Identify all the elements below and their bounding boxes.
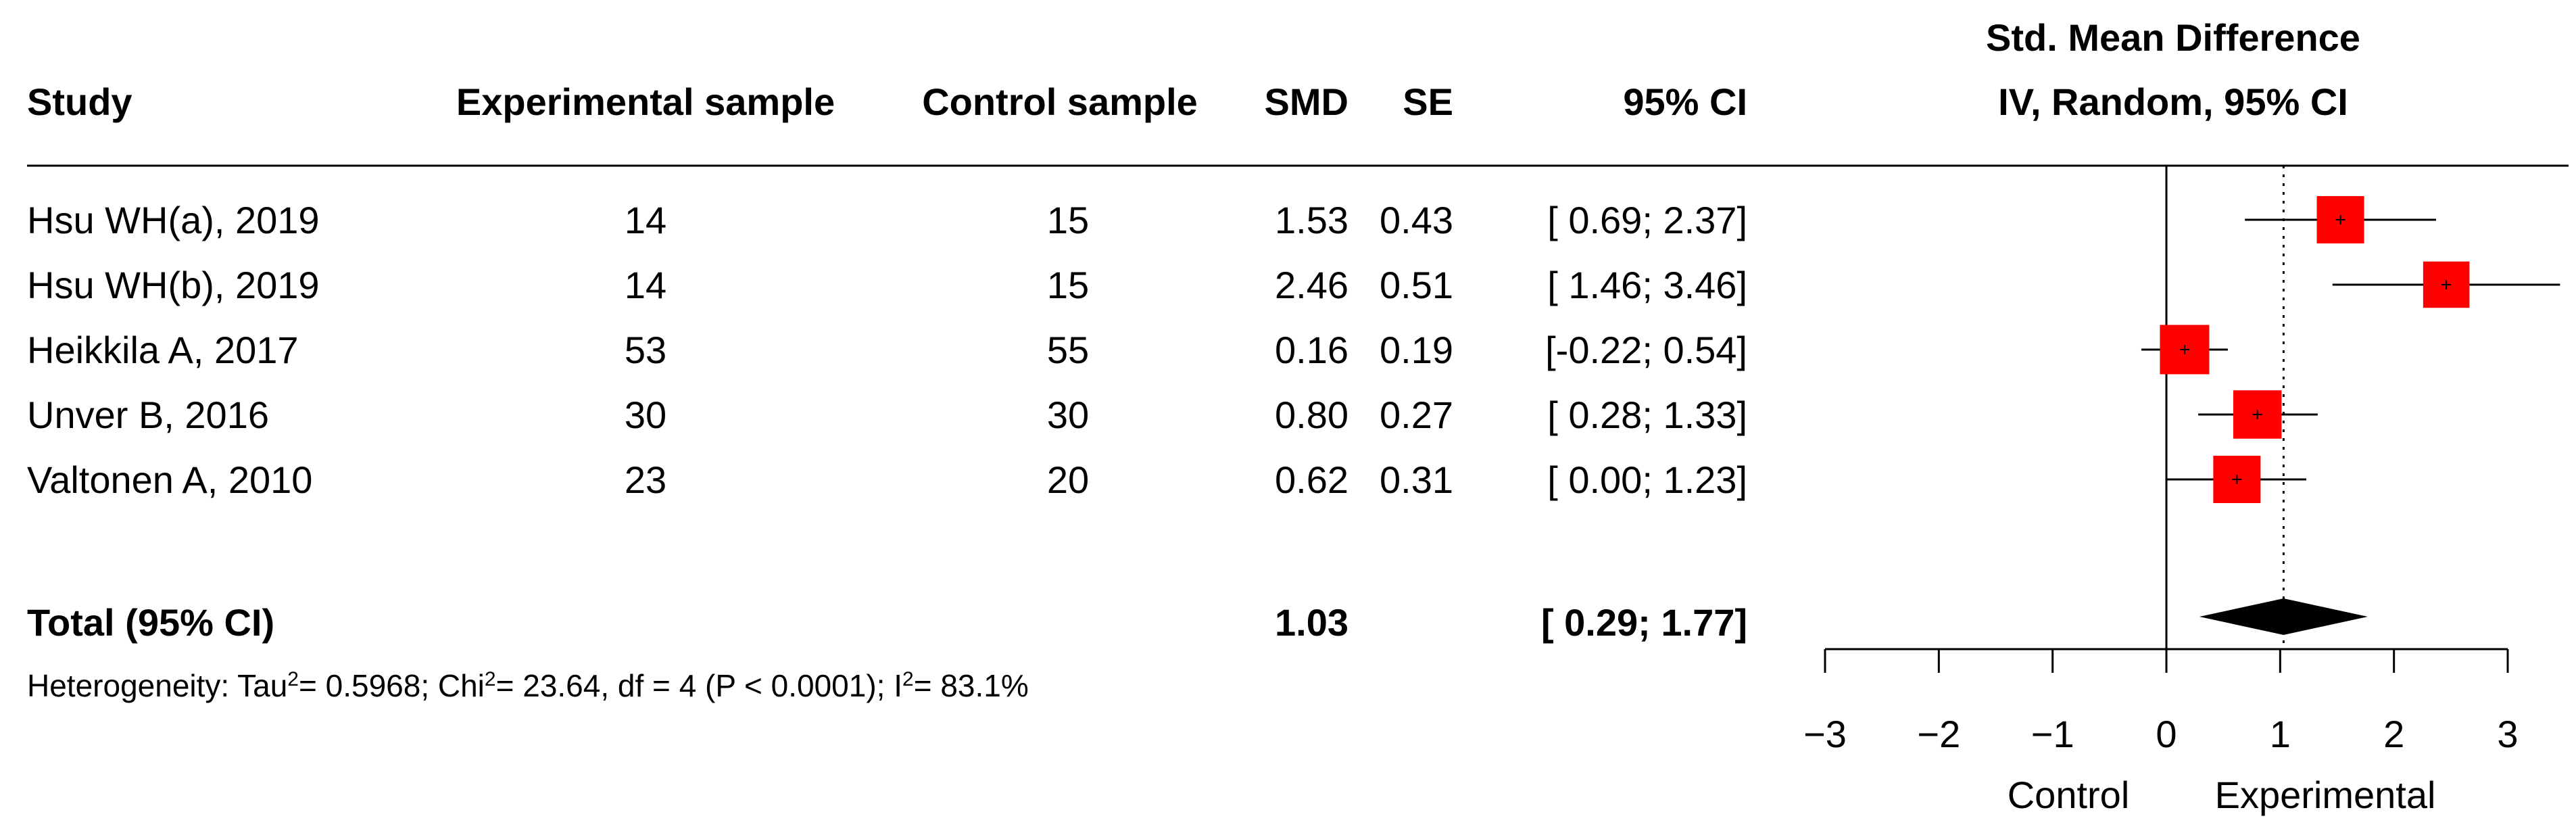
- study-label: Valtonen A, 2010: [27, 458, 312, 501]
- study-se: 0.31: [1380, 458, 1453, 501]
- study-label: Unver B, 2016: [27, 394, 269, 436]
- header-experimental: Experimental sample: [456, 80, 835, 123]
- plot-title-line2: IV, Random, 95% CI: [1998, 80, 2348, 123]
- favours-experimental-label: Experimental: [2215, 774, 2436, 816]
- header-ci: 95% CI: [1623, 80, 1747, 123]
- study-ci: [ 1.46; 3.46]: [1547, 264, 1747, 306]
- study-label: Hsu WH(b), 2019: [27, 264, 320, 306]
- x-tick-label: −1: [2031, 713, 2074, 755]
- study-smd: 1.53: [1275, 199, 1348, 241]
- x-tick-label: 1: [2270, 713, 2291, 755]
- experimental-n: 14: [625, 264, 666, 306]
- x-tick-label: 2: [2383, 713, 2404, 755]
- plot-title-line1: Std. Mean Difference: [1986, 16, 2360, 59]
- favours-control-label: Control: [2008, 774, 2130, 816]
- header-control: Control sample: [922, 80, 1198, 123]
- study-se: 0.19: [1380, 329, 1453, 371]
- header-smd: SMD: [1265, 80, 1348, 123]
- study-smd: 0.16: [1275, 329, 1348, 371]
- experimental-n: 23: [625, 458, 666, 501]
- total-ci: [ 0.29; 1.77]: [1541, 601, 1747, 644]
- heterogeneity-text: Heterogeneity: Tau2= 0.5968; Chi2= 23.64…: [27, 668, 1029, 704]
- total-label: Total (95% CI): [27, 601, 274, 644]
- x-tick-label: 0: [2156, 713, 2177, 755]
- x-tick-label: −3: [1803, 713, 1847, 755]
- control-n: 55: [1047, 329, 1089, 371]
- study-ci: [ 0.69; 2.37]: [1547, 199, 1747, 241]
- study-label: Hsu WH(a), 2019: [27, 199, 320, 241]
- x-tick-label: 3: [2497, 713, 2518, 755]
- study-smd: 0.62: [1275, 458, 1348, 501]
- control-n: 15: [1047, 199, 1089, 241]
- control-n: 15: [1047, 264, 1089, 306]
- study-smd: 0.80: [1275, 394, 1348, 436]
- study-se: 0.27: [1380, 394, 1453, 436]
- study-ci: [-0.22; 0.54]: [1545, 329, 1747, 371]
- pooled-diamond: [2199, 598, 2368, 635]
- study-smd: 2.46: [1275, 264, 1348, 306]
- experimental-n: 14: [625, 199, 666, 241]
- plot-area: −3 −2 −1 0 1 2 3: [1803, 166, 2560, 755]
- experimental-n: 53: [625, 329, 666, 371]
- x-tick-label: −2: [1917, 713, 1960, 755]
- experimental-n: 30: [625, 394, 666, 436]
- total-smd: 1.03: [1275, 601, 1348, 644]
- study-label: Heikkila A, 2017: [27, 329, 299, 371]
- header-se: SE: [1403, 80, 1453, 123]
- control-n: 20: [1047, 458, 1089, 501]
- control-n: 30: [1047, 394, 1089, 436]
- study-se: 0.51: [1380, 264, 1453, 306]
- header-study: Study: [27, 80, 132, 123]
- study-se: 0.43: [1380, 199, 1453, 241]
- study-ci: [ 0.28; 1.33]: [1547, 394, 1747, 436]
- study-ci: [ 0.00; 1.23]: [1547, 458, 1747, 501]
